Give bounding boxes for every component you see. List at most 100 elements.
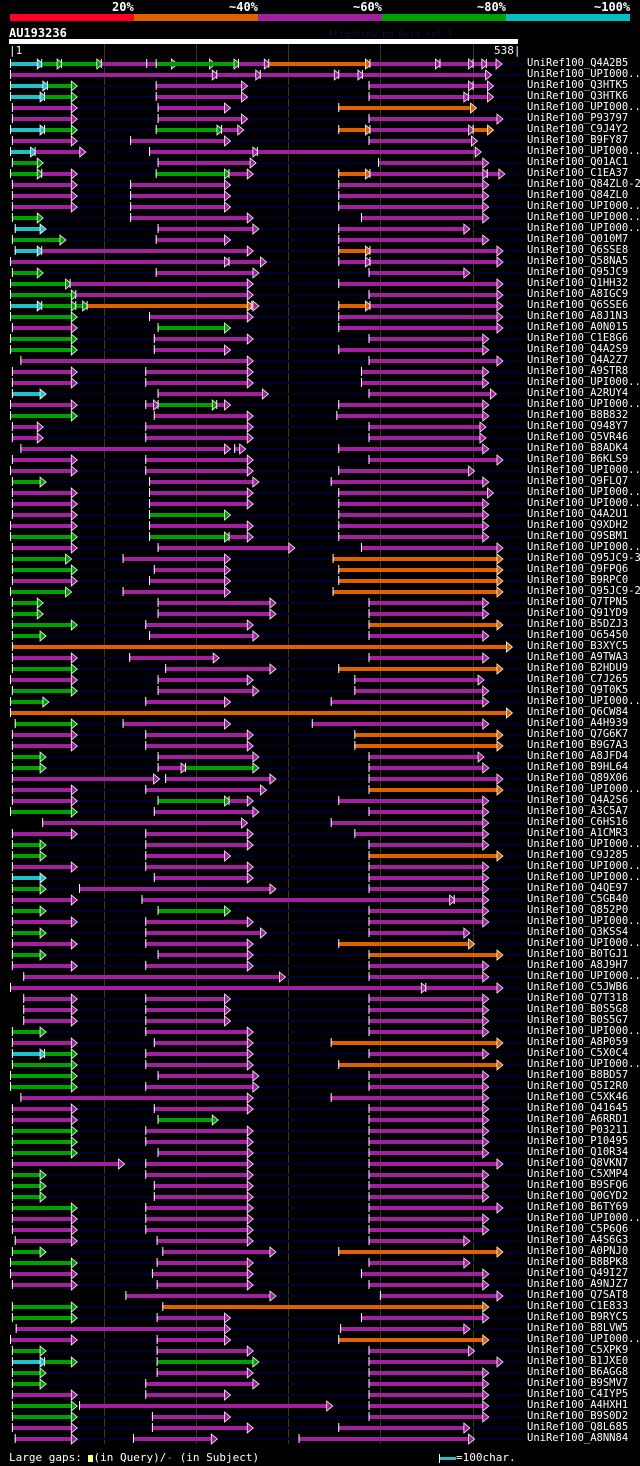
hsp-segment[interactable] [354,733,498,737]
hsp-segment[interactable] [11,1371,42,1375]
hsp-segment[interactable] [145,1129,249,1133]
hsp-segment[interactable] [368,656,484,660]
hit-label[interactable]: UniRef100_B8ADK4 [527,442,629,454]
hsp-segment[interactable] [75,304,84,308]
hsp-segment[interactable] [332,590,498,594]
hit-label[interactable]: UniRef100_B0S5G7 [527,1014,629,1026]
hsp-segment[interactable] [361,73,487,77]
hsp-segment[interactable] [145,788,262,792]
hsp-segment[interactable] [369,304,498,308]
hsp-segment[interactable] [11,788,73,792]
hsp-segment[interactable] [338,1250,498,1254]
hit-label[interactable]: UniRef100_UPI000.. [527,860,640,872]
hsp-segment[interactable] [157,612,271,616]
hit-label[interactable]: UniRef100_C1E833 [527,1300,629,1312]
hit-row[interactable] [11,498,523,510]
hsp-segment[interactable] [10,1074,73,1078]
hsp-segment[interactable] [10,95,42,99]
hit-row[interactable] [11,190,523,202]
hsp-segment[interactable] [368,392,492,396]
hit-label[interactable]: UniRef100_Q1HH32 [527,277,629,289]
hit-label[interactable]: UniRef100_UPI000.. [527,541,640,553]
hit-row[interactable] [11,795,523,807]
hsp-segment[interactable] [157,799,226,803]
hit-row[interactable] [11,938,523,950]
hsp-segment[interactable] [11,799,73,803]
hit-label[interactable]: UniRef100_B0S5G8 [527,1003,629,1015]
hit-label[interactable]: UniRef100_UPI000.. [527,695,640,707]
hsp-segment[interactable] [130,139,226,143]
hsp-segment[interactable] [360,370,484,374]
hit-label[interactable]: UniRef100_A8NN84 [527,1432,629,1444]
hit-row[interactable] [11,916,523,928]
hit-label[interactable]: UniRef100_Q41645 [527,1102,629,1114]
hit-label[interactable]: UniRef100_B5DZJ3 [527,618,629,630]
hsp-segment[interactable] [11,1360,42,1364]
hit-label[interactable]: UniRef100_Q4A2Z7 [527,354,629,366]
hsp-segment[interactable] [157,326,226,330]
hsp-segment[interactable] [10,293,73,297]
hit-row[interactable] [11,828,523,840]
hsp-segment[interactable] [360,1316,484,1320]
hsp-segment[interactable] [338,326,498,330]
hit-row[interactable] [10,707,523,719]
hsp-segment[interactable] [354,832,484,836]
hit-label[interactable]: UniRef100_UPI000.. [527,145,640,157]
hit-label[interactable]: UniRef100_B8LVW5 [527,1322,629,1334]
hsp-segment[interactable] [360,546,498,550]
hsp-segment[interactable] [360,381,484,385]
hit-label[interactable]: UniRef100_Q01AC1 [527,156,629,168]
hit-row[interactable] [10,289,523,301]
hit-row[interactable] [11,663,523,675]
hsp-segment[interactable] [153,1195,249,1199]
hsp-segment[interactable] [149,535,226,539]
hsp-segment[interactable] [11,634,42,638]
hsp-segment[interactable] [44,1052,73,1056]
hsp-segment[interactable] [10,282,67,286]
hit-row[interactable] [11,487,523,499]
hsp-segment[interactable] [11,898,73,902]
hsp-segment[interactable] [368,876,484,880]
hsp-segment[interactable] [439,62,470,66]
hsp-segment[interactable] [155,128,218,132]
hsp-segment[interactable] [10,62,39,66]
hsp-segment[interactable] [10,73,214,77]
hsp-segment[interactable] [10,590,67,594]
hit-row[interactable] [11,1169,523,1181]
hit-row[interactable] [11,1246,523,1258]
hsp-segment[interactable] [130,183,226,187]
hit-label[interactable]: UniRef100_C9J4Y2 [527,123,629,135]
hit-label[interactable]: UniRef100_B6TY69 [527,1201,629,1213]
hit-row[interactable] [10,58,523,70]
hit-row[interactable] [10,531,523,543]
hsp-segment[interactable] [368,458,498,462]
hsp-segment[interactable] [11,205,73,209]
hsp-segment[interactable] [10,348,73,352]
hsp-segment[interactable] [368,1228,484,1232]
hsp-segment[interactable] [354,678,480,682]
hsp-segment[interactable] [125,1294,271,1298]
hit-label[interactable]: UniRef100_Q0GYD2 [527,1190,629,1202]
hsp-segment[interactable] [151,1426,249,1430]
hsp-segment[interactable] [145,942,249,946]
hit-label[interactable]: UniRef100_O65450 [527,629,629,641]
hsp-segment[interactable] [338,513,484,517]
hsp-segment[interactable] [10,337,73,341]
hit-row[interactable] [11,1202,523,1214]
hsp-segment[interactable] [141,898,451,902]
hit-row[interactable] [11,927,523,939]
hsp-segment[interactable] [145,733,249,737]
hit-row[interactable] [11,1345,523,1357]
hsp-segment[interactable] [11,667,73,671]
hsp-segment[interactable] [330,821,484,825]
hit-row[interactable] [20,1092,524,1104]
hsp-segment[interactable] [354,689,484,693]
hsp-segment[interactable] [145,381,249,385]
hsp-segment[interactable] [156,1239,249,1243]
hit-row[interactable] [11,1191,523,1203]
hsp-segment[interactable] [145,1030,249,1034]
hit-label[interactable]: UniRef100_UPI000.. [527,871,640,883]
hit-label[interactable]: UniRef100_P93797 [527,112,629,124]
hit-label[interactable]: UniRef100_UPI000.. [527,1212,640,1224]
hsp-segment[interactable] [145,1173,249,1177]
